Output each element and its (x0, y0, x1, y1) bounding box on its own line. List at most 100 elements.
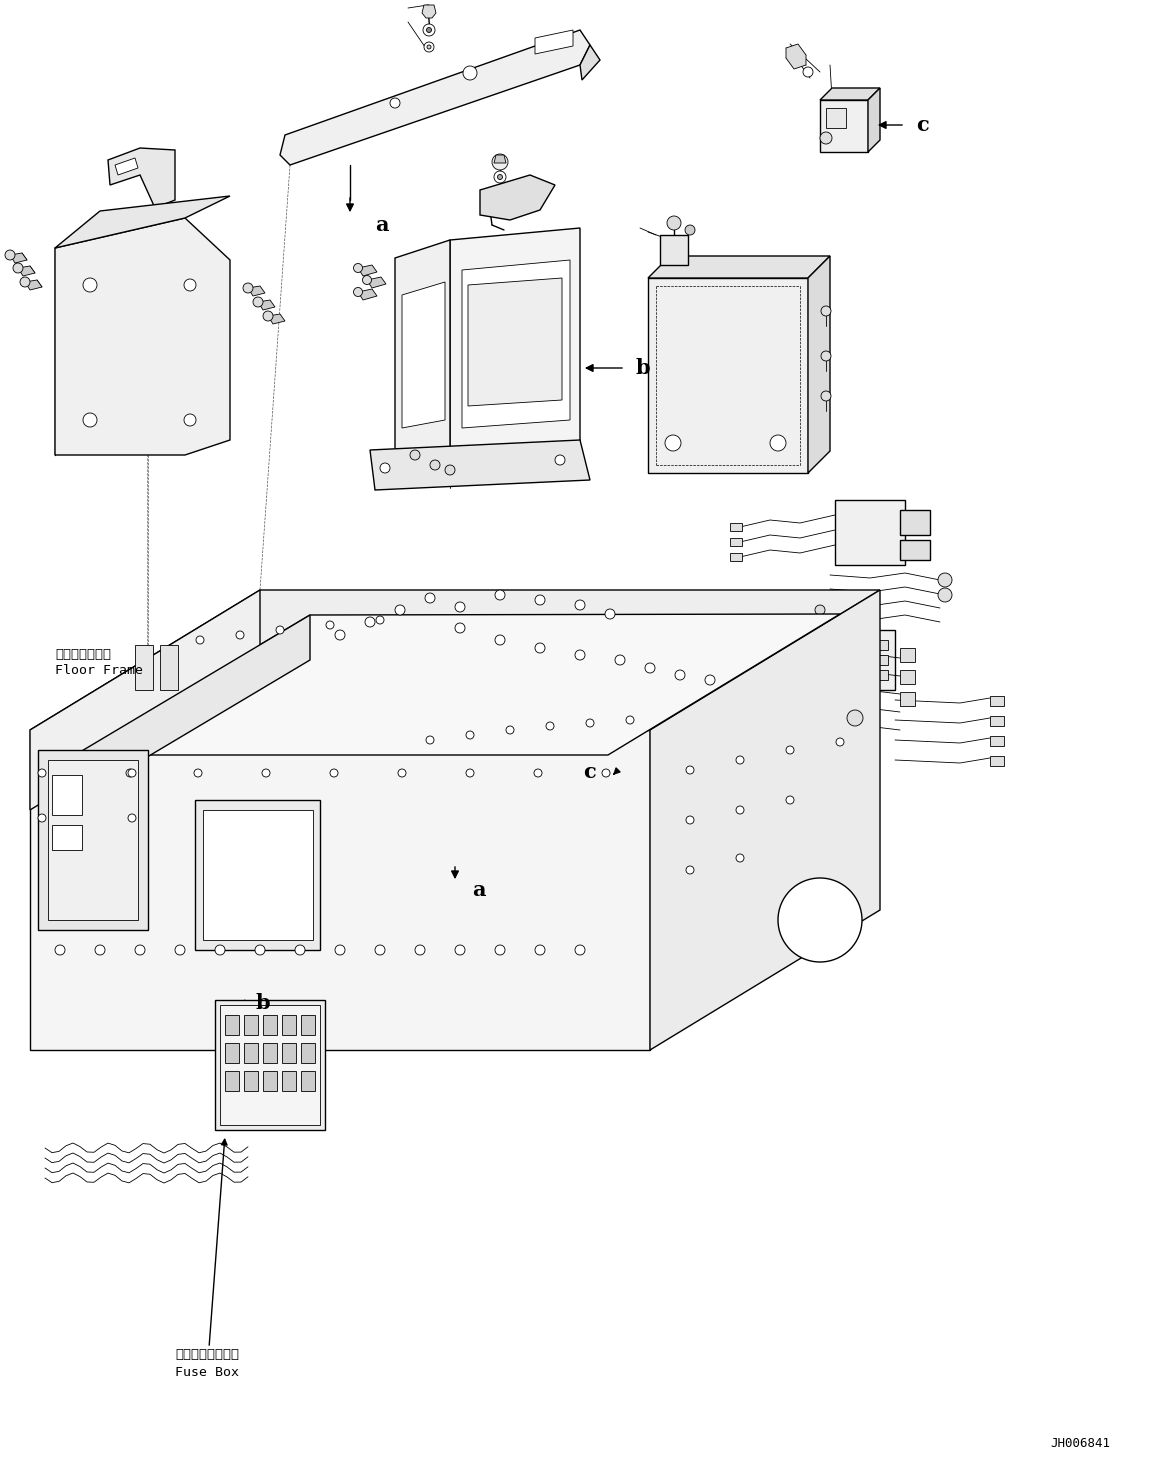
Circle shape (398, 770, 406, 777)
Polygon shape (30, 730, 650, 1050)
Circle shape (376, 616, 384, 625)
Bar (281, 1042, 297, 1063)
Polygon shape (422, 4, 436, 18)
Circle shape (506, 726, 514, 734)
Circle shape (128, 770, 136, 777)
Polygon shape (580, 45, 600, 81)
Bar (224, 1014, 240, 1035)
Circle shape (786, 796, 794, 803)
Bar (990, 696, 1004, 707)
Circle shape (820, 132, 832, 144)
Polygon shape (450, 229, 580, 465)
Circle shape (534, 770, 542, 777)
Circle shape (197, 636, 204, 644)
Circle shape (805, 620, 815, 630)
Circle shape (380, 463, 390, 474)
Circle shape (575, 946, 585, 954)
Bar (730, 553, 742, 561)
Polygon shape (820, 88, 880, 100)
Circle shape (335, 946, 345, 954)
Circle shape (555, 454, 565, 465)
Circle shape (427, 45, 431, 48)
Polygon shape (494, 155, 506, 163)
Circle shape (802, 67, 813, 78)
Circle shape (770, 435, 786, 452)
Polygon shape (462, 259, 570, 428)
Polygon shape (30, 589, 880, 730)
Circle shape (335, 630, 345, 641)
Circle shape (575, 600, 585, 610)
Circle shape (236, 630, 244, 639)
Polygon shape (659, 235, 688, 265)
Circle shape (736, 756, 744, 764)
Polygon shape (108, 148, 174, 208)
Circle shape (736, 855, 744, 862)
Bar (825, 641, 852, 649)
Bar (730, 523, 742, 531)
Bar (301, 1042, 315, 1063)
Polygon shape (258, 301, 274, 309)
Bar (263, 1072, 277, 1091)
Circle shape (602, 770, 611, 777)
Polygon shape (115, 158, 138, 174)
Circle shape (455, 623, 465, 633)
Text: c: c (584, 762, 595, 781)
Bar (825, 655, 852, 666)
Circle shape (13, 262, 23, 273)
Bar (730, 538, 742, 545)
Circle shape (455, 603, 465, 611)
Bar (301, 1072, 315, 1091)
Circle shape (586, 718, 594, 727)
Polygon shape (808, 257, 830, 474)
Circle shape (255, 946, 265, 954)
Polygon shape (868, 88, 880, 152)
Bar (38, 751, 148, 929)
Bar (263, 1042, 277, 1063)
Circle shape (668, 216, 682, 230)
Bar (826, 108, 846, 128)
Text: JH006841: JH006841 (1050, 1437, 1110, 1450)
Circle shape (95, 946, 105, 954)
Text: a: a (374, 216, 388, 235)
Circle shape (354, 287, 363, 296)
Circle shape (686, 866, 694, 874)
Circle shape (705, 674, 715, 685)
Circle shape (330, 770, 338, 777)
Circle shape (626, 715, 634, 724)
Circle shape (815, 605, 825, 616)
Circle shape (415, 946, 424, 954)
Polygon shape (402, 281, 445, 428)
Circle shape (786, 746, 794, 754)
Circle shape (821, 306, 832, 317)
Circle shape (466, 732, 475, 739)
Circle shape (575, 649, 585, 660)
Bar (859, 670, 889, 680)
Circle shape (686, 817, 694, 824)
Circle shape (615, 655, 625, 666)
Circle shape (411, 450, 420, 460)
Polygon shape (820, 630, 896, 690)
Circle shape (55, 946, 65, 954)
Polygon shape (650, 589, 880, 1050)
Circle shape (423, 23, 435, 37)
Circle shape (5, 251, 15, 259)
Bar (825, 670, 852, 680)
Bar (301, 1014, 315, 1035)
Text: b: b (256, 992, 271, 1013)
Circle shape (675, 670, 685, 680)
Circle shape (778, 878, 862, 962)
Circle shape (20, 277, 30, 287)
Bar (900, 648, 915, 663)
Circle shape (254, 298, 263, 306)
Polygon shape (395, 240, 450, 471)
Polygon shape (648, 279, 808, 474)
Circle shape (821, 391, 832, 402)
Text: b: b (635, 358, 650, 378)
Circle shape (736, 806, 744, 814)
Circle shape (430, 460, 440, 471)
Polygon shape (786, 44, 806, 69)
Polygon shape (220, 1006, 320, 1124)
Circle shape (495, 946, 505, 954)
Polygon shape (900, 510, 930, 535)
Bar (990, 736, 1004, 746)
